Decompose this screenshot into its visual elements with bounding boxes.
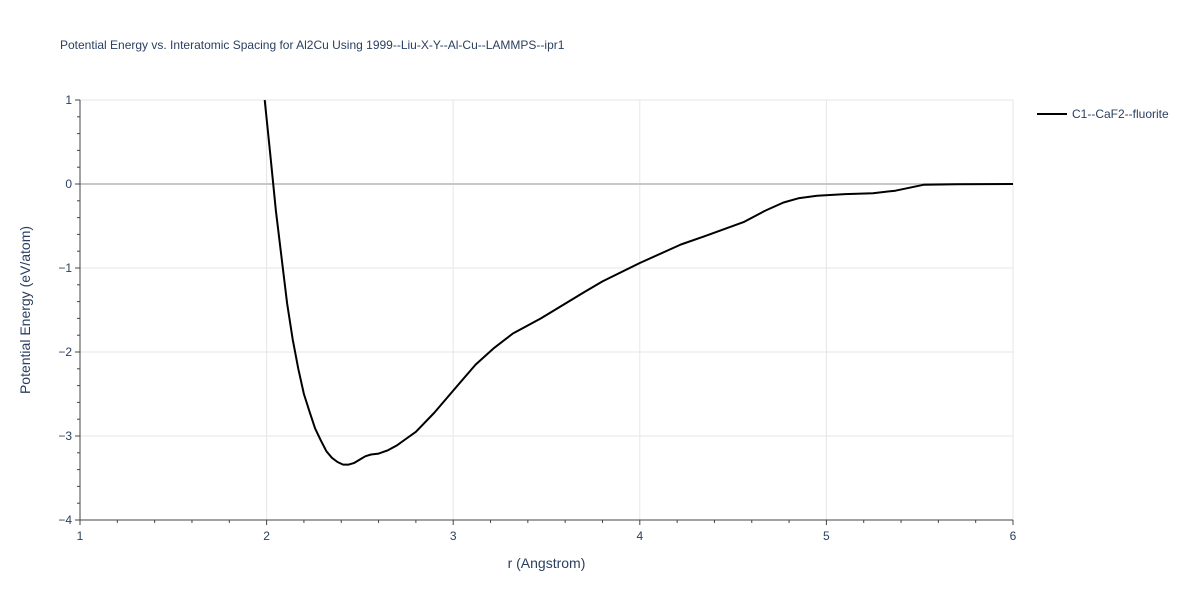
- y-ticks: 1 0 −1 −2 −3 −4: [58, 93, 80, 527]
- x-ticks: 1 2 3 4 5 6: [77, 520, 1017, 543]
- y-tick-label: 0: [65, 177, 72, 191]
- x-gridlines: [266, 100, 1014, 520]
- x-axis-title: r (Angstrom): [508, 555, 586, 571]
- legend[interactable]: C1--CaF2--fluorite: [1037, 107, 1169, 121]
- legend-label-c1-caf2-fluorite: C1--CaF2--fluorite: [1072, 107, 1169, 121]
- x-tick-label: 1: [77, 529, 84, 543]
- y-tick-label: −2: [58, 345, 72, 359]
- x-tick-label: 5: [823, 529, 830, 543]
- y-axis-title: Potential Energy (eV/atom): [17, 226, 33, 394]
- y-tick-label: −1: [58, 261, 72, 275]
- series-line-c1-caf2-fluorite: [263, 99, 1014, 466]
- x-tick-label: 6: [1010, 529, 1017, 543]
- y-tick-label: 1: [65, 93, 72, 107]
- x-tick-label: 2: [263, 529, 270, 543]
- y-tick-label: −4: [58, 513, 72, 527]
- y-tick-label: −3: [58, 429, 72, 443]
- y-gridlines: [80, 99, 1013, 437]
- chart-title: Potential Energy vs. Interatomic Spacing…: [60, 38, 565, 52]
- x-tick-label: 3: [450, 529, 457, 543]
- series-group: [263, 99, 1014, 466]
- x-tick-label: 4: [636, 529, 643, 543]
